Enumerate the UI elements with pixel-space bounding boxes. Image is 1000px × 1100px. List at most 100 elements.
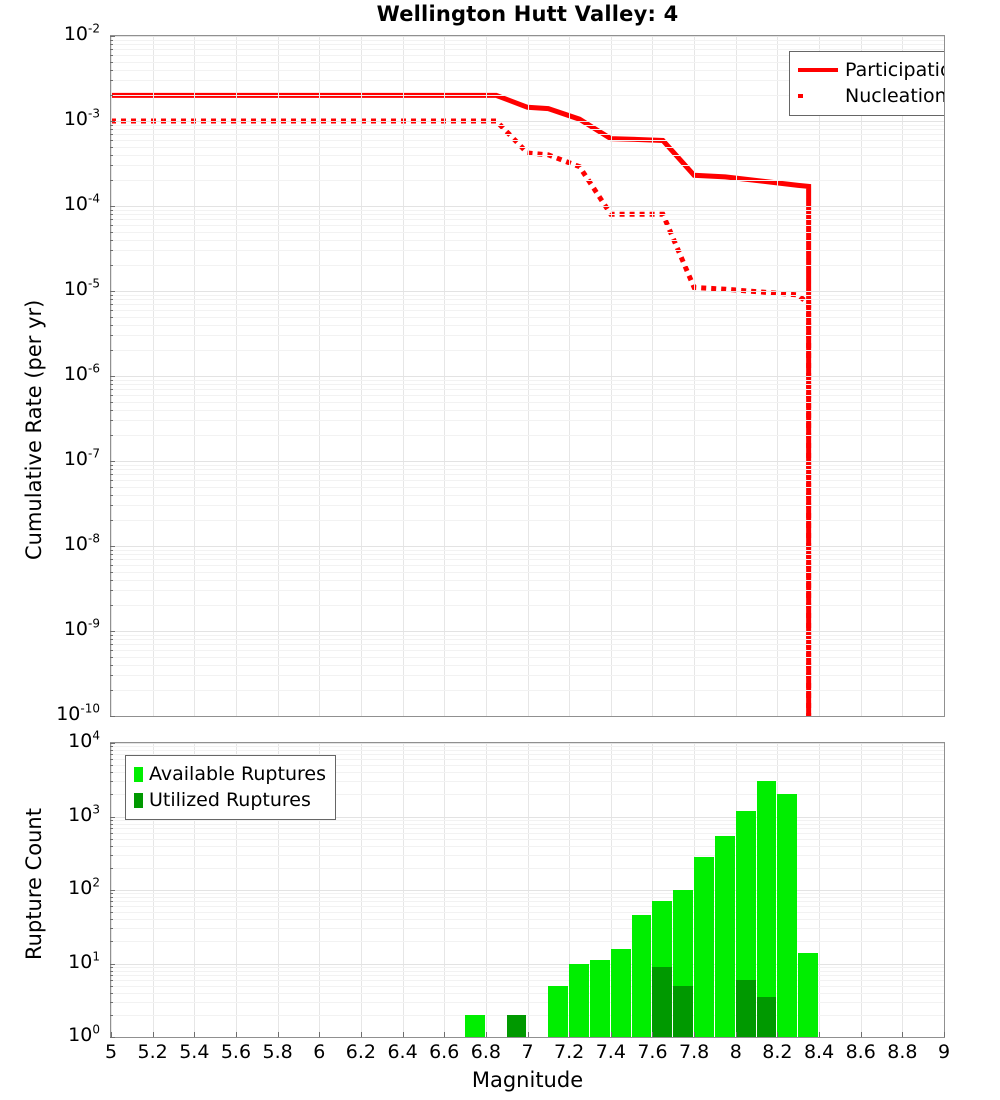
x-tick-mark <box>860 1032 862 1037</box>
x-tick-mark <box>402 1032 404 1037</box>
legend-item-participation: Participation <box>798 57 944 83</box>
x-tick-label: 7.6 <box>637 1041 668 1063</box>
bottom-y-tick-label: 103 <box>68 802 100 826</box>
gridline-horizontal-minor <box>111 1001 944 1003</box>
gridline-horizontal-minor <box>111 39 944 41</box>
curve-participation <box>111 92 812 716</box>
y-tick-mark <box>110 505 113 507</box>
gridline-horizontal-minor <box>111 464 944 466</box>
y-tick-mark <box>110 845 113 847</box>
y-tick-mark <box>110 838 113 840</box>
legend-label-utilized-ruptures: Utilized Ruptures <box>149 789 311 811</box>
gridline-horizontal-minor <box>111 559 944 561</box>
gridline-horizontal-minor <box>111 479 944 481</box>
x-tick-label: 5.4 <box>179 1041 210 1063</box>
x-tick-label: 7.8 <box>678 1041 710 1063</box>
gridline-horizontal-minor <box>111 656 944 658</box>
y-tick-mark <box>110 979 113 981</box>
y-tick-mark <box>110 139 113 141</box>
gridline-horizontal-minor <box>111 180 944 182</box>
gridline-horizontal-minor <box>111 854 944 856</box>
y-tick-mark <box>110 901 113 903</box>
gridline-horizontal-minor <box>111 134 944 136</box>
bar-utilized-ruptures <box>652 966 673 1037</box>
gridline-horizontal-minor <box>111 124 944 126</box>
y-tick-mark <box>110 36 115 37</box>
gridline-horizontal-minor <box>111 919 944 921</box>
gridline-horizontal-minor <box>111 605 944 607</box>
gridline-horizontal-minor <box>111 794 944 796</box>
y-tick-mark <box>110 928 113 930</box>
y-tick-mark <box>110 963 115 965</box>
y-tick-mark <box>110 941 113 943</box>
bar-available-ruptures <box>631 915 652 1037</box>
gridline-horizontal-minor <box>111 845 944 847</box>
y-tick-mark <box>110 469 113 471</box>
y-tick-mark <box>110 816 115 818</box>
gridline-horizontal-minor <box>111 832 944 834</box>
y-tick-mark <box>110 39 113 41</box>
x-tick-mark <box>360 1032 362 1037</box>
bar-available-ruptures <box>548 985 569 1037</box>
top-y-tick-label: 10-7 <box>63 446 100 470</box>
y-tick-mark <box>110 746 113 748</box>
top-y-tick-label: 10-6 <box>63 361 100 385</box>
gridline-horizontal-minor <box>111 928 944 930</box>
y-tick-mark <box>110 571 113 573</box>
y-tick-mark <box>110 409 113 411</box>
bar-available-ruptures <box>714 835 735 1037</box>
y-tick-mark <box>110 765 113 767</box>
y-tick-mark <box>110 906 113 908</box>
gridline-horizontal-minor <box>111 54 944 56</box>
y-tick-mark <box>110 559 113 561</box>
dark-green-square-icon <box>134 792 143 808</box>
gridline-horizontal-minor <box>111 823 944 825</box>
gridline-horizontal-minor <box>111 750 944 752</box>
bottom-y-axis-label: Rupture Count <box>22 808 46 960</box>
top-legend: Participation Nucleation <box>789 51 944 116</box>
y-tick-mark <box>110 420 113 422</box>
y-tick-mark <box>110 754 113 756</box>
legend-item-utilized-ruptures: Utilized Ruptures <box>134 787 326 813</box>
gridline-horizontal-minor <box>111 214 944 216</box>
gridline-horizontal-minor <box>111 69 944 71</box>
x-tick-label: 9 <box>937 1041 951 1063</box>
y-tick-mark <box>110 966 113 968</box>
y-tick-mark <box>110 154 113 156</box>
y-tick-mark <box>110 389 113 391</box>
y-tick-mark <box>110 209 113 211</box>
bottom-y-tick-label: 104 <box>68 728 100 752</box>
x-tick-mark <box>944 1032 945 1037</box>
gridline-horizontal-minor <box>111 644 944 646</box>
y-tick-mark <box>110 631 115 632</box>
gridline-horizontal-minor <box>111 394 944 396</box>
x-tick-mark <box>235 1032 237 1037</box>
gridline-horizontal-major <box>111 36 944 37</box>
top-y-tick-label: 10-3 <box>63 106 100 130</box>
y-tick-mark <box>110 656 113 658</box>
gridline-horizontal-minor <box>111 765 944 767</box>
gridline-horizontal-minor <box>111 639 944 641</box>
gridline-horizontal-minor <box>111 505 944 507</box>
gridline-horizontal-minor <box>111 579 944 581</box>
x-tick-label: 7.4 <box>595 1041 626 1063</box>
gridline-horizontal-minor <box>111 401 944 403</box>
y-tick-mark <box>110 294 113 296</box>
x-tick-label: 8.8 <box>887 1041 918 1063</box>
x-tick-label: 8.2 <box>762 1041 793 1063</box>
x-tick-label: 5 <box>104 1041 118 1063</box>
gridline-horizontal-minor <box>111 897 944 899</box>
y-tick-mark <box>110 129 113 131</box>
y-tick-mark <box>110 974 113 976</box>
x-tick-mark <box>319 1032 321 1037</box>
gridline-horizontal-minor <box>111 838 944 840</box>
gridline-horizontal-minor <box>111 474 944 476</box>
x-tick-label: 7 <box>521 1041 534 1063</box>
y-tick-mark <box>110 772 113 774</box>
gridline-horizontal-minor <box>111 554 944 556</box>
gridline-horizontal-major <box>111 291 944 292</box>
gridline-horizontal-minor <box>111 335 944 337</box>
y-tick-mark <box>110 546 115 547</box>
gridline-horizontal-major <box>111 121 944 122</box>
y-tick-mark <box>110 890 115 891</box>
